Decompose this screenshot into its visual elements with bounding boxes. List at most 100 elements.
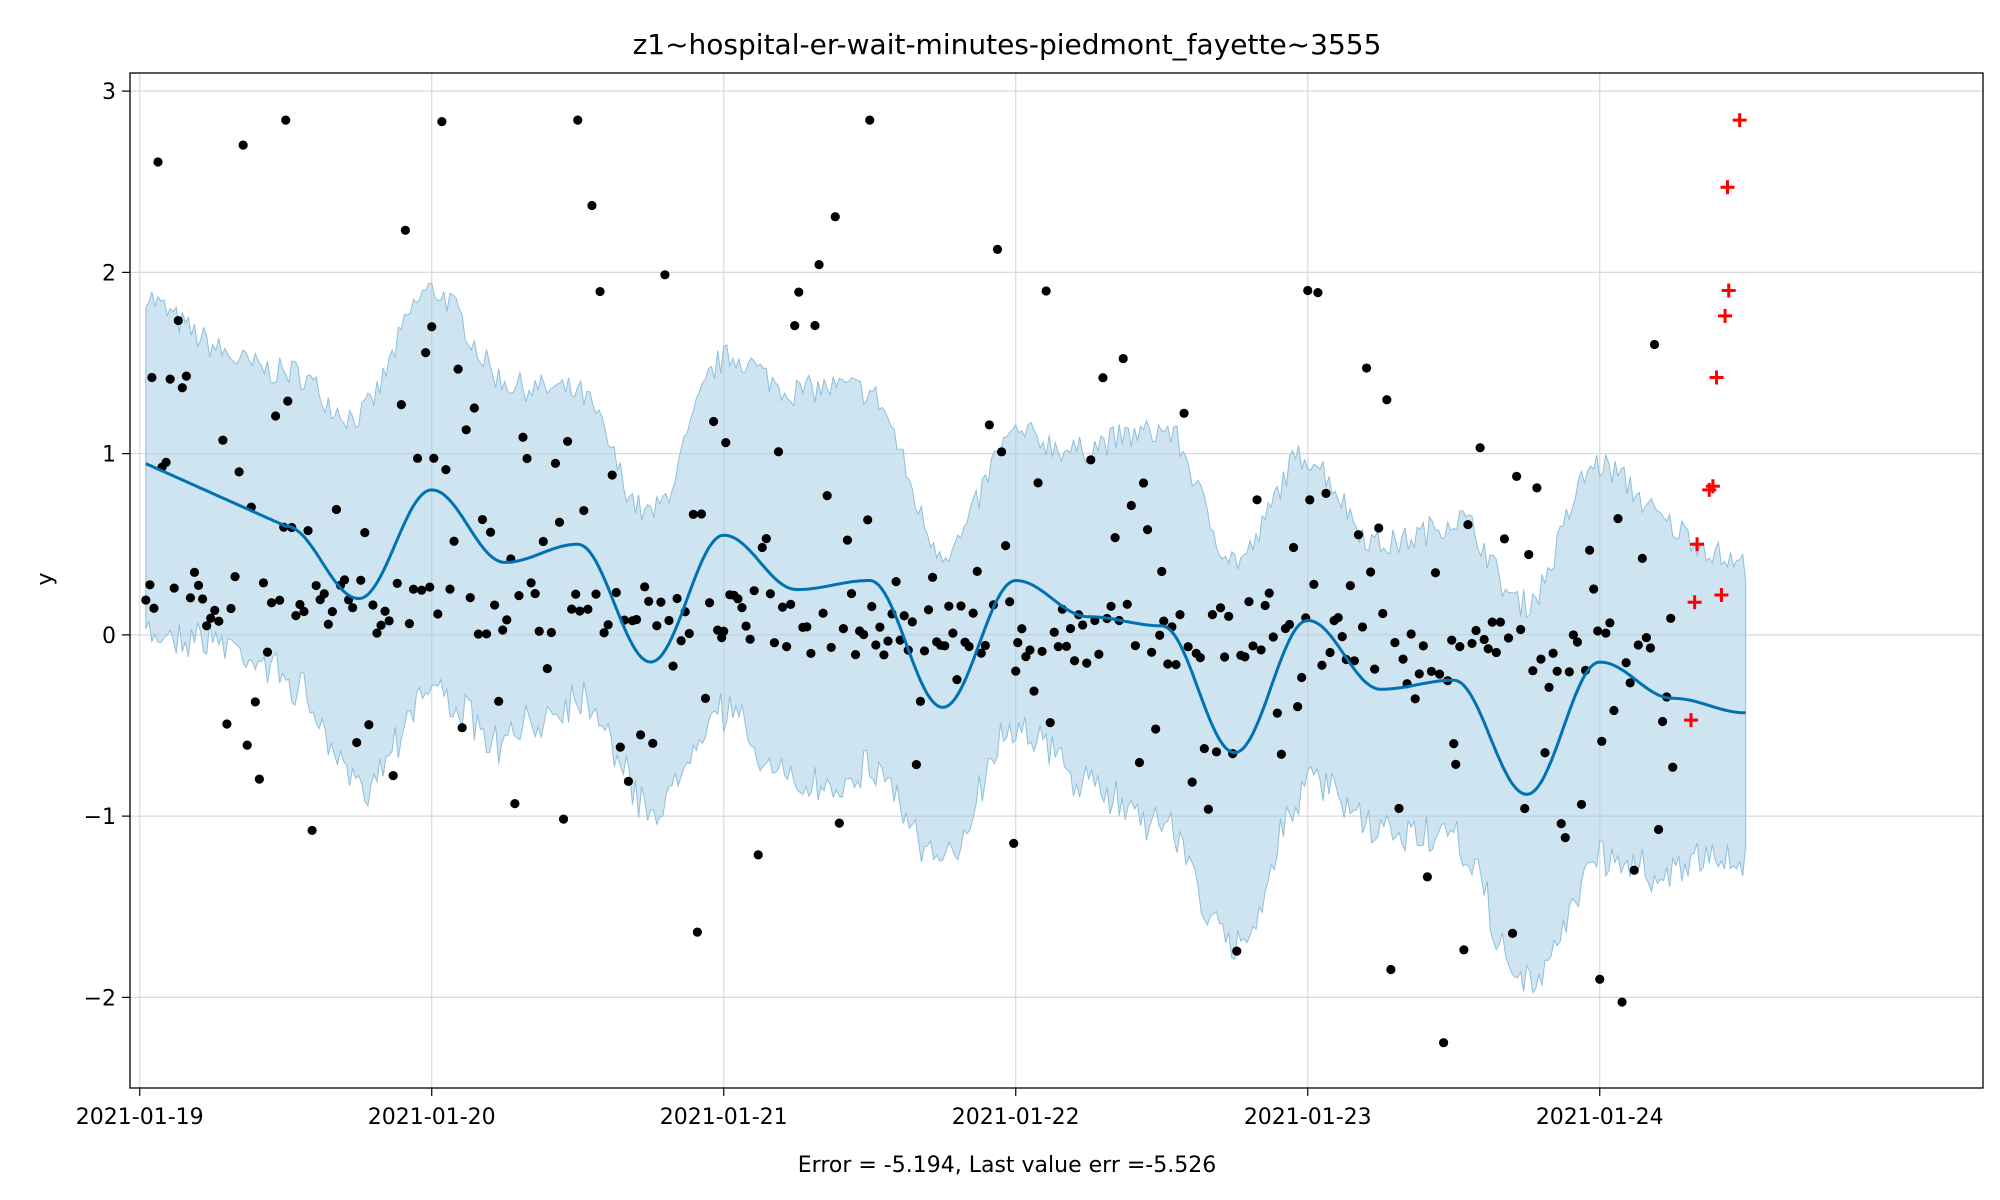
- observed-point: [485, 527, 496, 537]
- observed-point: [331, 504, 342, 515]
- observed-point: [1467, 638, 1477, 649]
- forecast-line: [145, 462, 1746, 796]
- observed-point: [1207, 610, 1218, 620]
- observed-point: [1617, 997, 1627, 1007]
- observed-point: [453, 364, 463, 374]
- observed-point: [1333, 613, 1343, 623]
- observed-point: [782, 642, 792, 652]
- observed-point: [1053, 642, 1063, 652]
- observed-point: [1430, 568, 1441, 578]
- observed-point: [1195, 653, 1205, 663]
- observed-point: [591, 589, 601, 599]
- observed-point: [145, 580, 155, 590]
- observed-point: [737, 603, 747, 613]
- observed-point: [1459, 945, 1469, 955]
- observed-point: [684, 628, 694, 639]
- observed-point: [1094, 649, 1104, 659]
- observed-point: [842, 535, 853, 545]
- observed-point: [611, 587, 621, 598]
- observed-point: [185, 593, 196, 603]
- observed-point: [777, 602, 788, 612]
- observed-point: [595, 286, 605, 297]
- observed-point: [1471, 625, 1481, 636]
- observed-point: [635, 730, 646, 740]
- x-tick-label: 2021-01-21: [660, 1105, 788, 1130]
- observed-point: [1303, 285, 1313, 296]
- observed-point: [1232, 946, 1242, 956]
- observed-point: [1349, 656, 1359, 666]
- observed-point: [948, 628, 958, 638]
- observed-point: [206, 613, 216, 623]
- observed-point: [498, 625, 508, 635]
- observed-point: [1147, 647, 1157, 657]
- observed-point: [481, 629, 492, 639]
- observed-point: [1011, 666, 1021, 676]
- observed-point: [753, 850, 763, 860]
- observed-point: [1544, 682, 1554, 693]
- observed-point: [1106, 601, 1116, 611]
- observed-point: [1305, 495, 1315, 505]
- observed-point: [441, 465, 451, 475]
- observed-point: [299, 606, 309, 617]
- observed-point: [1179, 408, 1189, 418]
- observed-point: [1220, 652, 1230, 662]
- y-axis-ticks: −2 −1 0 1 2 3: [84, 80, 130, 1011]
- observed-point: [465, 593, 475, 603]
- observed-point: [1394, 803, 1404, 814]
- observed-point: [1487, 617, 1497, 627]
- observed-point: [871, 640, 881, 650]
- observed-point: [242, 740, 252, 750]
- x-tick-label: 2021-01-24: [1536, 1105, 1664, 1130]
- observed-point: [392, 578, 402, 588]
- observed-point: [1199, 743, 1209, 754]
- observed-point: [571, 589, 581, 599]
- observed-point: [1069, 656, 1080, 666]
- observed-point: [189, 567, 200, 577]
- observed-point: [1049, 627, 1059, 637]
- observed-point: [1366, 567, 1376, 577]
- observed-point: [1130, 641, 1140, 651]
- observed-point: [1138, 478, 1149, 488]
- observed-point: [368, 600, 378, 610]
- observed-point: [380, 606, 390, 616]
- observed-point: [218, 435, 228, 445]
- observed-point: [911, 759, 921, 770]
- observed-point: [956, 601, 966, 611]
- observed-point: [964, 641, 974, 652]
- observed-point: [1029, 686, 1039, 696]
- y-tick-label: −1: [84, 805, 116, 830]
- observed-point: [891, 577, 901, 587]
- holdout-point: [1705, 479, 1720, 494]
- observed-point: [583, 604, 593, 614]
- observed-point: [1142, 525, 1153, 535]
- observed-point: [676, 636, 686, 646]
- observed-point: [599, 628, 609, 638]
- observed-point: [437, 116, 447, 127]
- observed-point: [786, 599, 796, 610]
- observed-point: [542, 663, 552, 674]
- observed-point: [668, 661, 678, 671]
- observed-point: [1211, 747, 1222, 757]
- observed-point: [1495, 617, 1505, 627]
- observed-point: [226, 603, 236, 614]
- observed-point: [238, 140, 248, 150]
- observed-point: [250, 697, 260, 707]
- observed-point: [713, 625, 723, 635]
- observed-point: [1520, 803, 1530, 814]
- observed-point: [473, 629, 483, 639]
- observed-point: [1637, 553, 1647, 563]
- observed-point: [1625, 678, 1635, 688]
- observed-point: [814, 260, 824, 270]
- observed-point: [1157, 566, 1167, 577]
- observed-point: [1516, 624, 1526, 635]
- observed-point: [859, 629, 869, 640]
- observed-point: [165, 374, 175, 384]
- observed-point: [400, 225, 410, 235]
- observed-point: [907, 617, 917, 627]
- observed-point: [283, 396, 293, 406]
- observed-point: [790, 321, 800, 331]
- observed-point: [291, 611, 301, 621]
- observed-point: [1309, 579, 1319, 589]
- observed-point: [1601, 628, 1611, 638]
- observed-point: [1629, 865, 1639, 875]
